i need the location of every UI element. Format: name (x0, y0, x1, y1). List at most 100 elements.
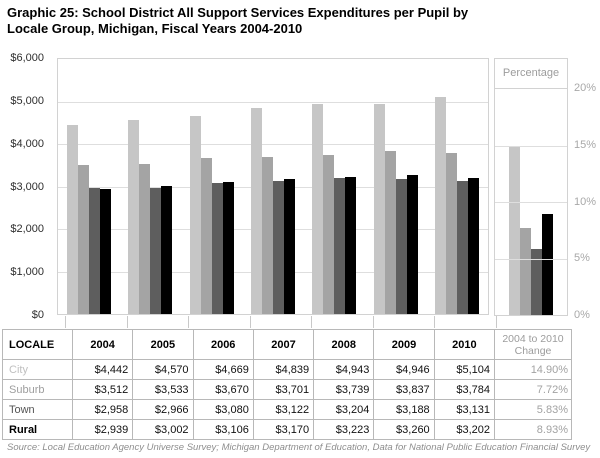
left-axis-tick-label: $0 (31, 309, 44, 321)
table-header-year-2005: 2005 (132, 329, 194, 360)
bar-city-2009 (373, 103, 385, 314)
bar-group-2010 (427, 59, 488, 314)
bar-city-2004 (66, 125, 78, 314)
table-header-year-2010: 2010 (433, 329, 496, 360)
right-axis-tick-label: 0% (574, 309, 590, 321)
change-bar-suburb (520, 227, 531, 315)
gridline (58, 144, 488, 145)
table-cell-value: $4,669 (192, 359, 254, 380)
left-axis-tick-label: $4,000 (10, 137, 44, 150)
table-cell-value: $3,002 (132, 419, 194, 440)
bar-town-2007 (272, 181, 284, 314)
bar-city-2008 (312, 103, 324, 314)
x-axis-tick (249, 316, 251, 328)
table-cell-value: $4,442 (71, 359, 134, 380)
percentage-bar-group (495, 89, 567, 315)
bar-suburb-2007 (261, 156, 273, 314)
right-axis-tick-label: 20% (574, 82, 597, 95)
x-axis-tick (311, 316, 313, 328)
x-axis-tick (434, 316, 436, 328)
table-cell-change: 14.90% (494, 359, 572, 380)
right-axis-tick-label: 10% (574, 195, 597, 208)
bar-rural-2007 (283, 179, 295, 314)
row-label-town: Town (2, 399, 73, 420)
table-cell-value: $3,260 (373, 419, 435, 440)
table-cell-value: $5,104 (433, 359, 496, 380)
left-axis-tick-label: $3,000 (10, 180, 44, 193)
table-cell-value: $3,533 (132, 379, 194, 400)
table-cell-value: $3,670 (192, 379, 254, 400)
table-header-year-2008: 2008 (313, 329, 375, 360)
table-cell-value: $3,188 (373, 399, 435, 420)
bar-suburb-2010 (446, 153, 458, 314)
table-cell-value: $3,122 (252, 399, 315, 420)
table-header-year-2007: 2007 (252, 329, 315, 360)
percentage-panel: Percentage (494, 58, 568, 316)
gridline (495, 258, 567, 260)
table-cell-value: $4,570 (132, 359, 194, 380)
bar-city-2010 (435, 97, 447, 314)
table-header-year-2006: 2006 (192, 329, 254, 360)
table-header-change: 2004 to 2010 Change (494, 329, 572, 360)
table-cell-value: $3,223 (313, 419, 375, 440)
table-row-suburb: Suburb $3,512 $3,533 $3,670 $3,701 $3,739 $3,8… (2, 379, 572, 400)
row-label-city: City (2, 359, 73, 380)
bar-group-2008 (304, 59, 365, 314)
table-row-rural: Rural $2,939 $3,002 $3,106 $3,170 $3,223 $3,26… (2, 419, 572, 440)
table-cell-change: 5.83% (494, 399, 572, 420)
gridline (495, 145, 567, 147)
chart-title: Graphic 25: School District All Support … (7, 5, 469, 36)
change-bar-city (509, 146, 520, 315)
bar-city-2007 (250, 108, 262, 314)
bar-group-2004 (58, 59, 119, 314)
table-cell-value: $3,170 (252, 419, 315, 440)
table-cell-value: $2,966 (132, 399, 194, 420)
bar-group-2009 (365, 59, 426, 314)
bar-suburb-2005 (139, 163, 151, 314)
bar-suburb-2009 (384, 150, 396, 314)
row-label-suburb: Suburb (2, 379, 73, 400)
table-cell-value: $3,701 (252, 379, 315, 400)
table-cell-value: $2,939 (71, 419, 134, 440)
table-header-year-2009: 2009 (373, 329, 435, 360)
bar-group-2006 (181, 59, 242, 314)
right-axis-tick-label: 5% (574, 252, 590, 265)
bar-town-2005 (150, 187, 162, 314)
table-cell-value: $4,943 (313, 359, 375, 380)
data-table: LOCALE 2004 2005 2006 2007 2008 2009 2010 2004 … (2, 329, 572, 440)
bar-city-2005 (128, 119, 140, 314)
x-axis-tick (372, 316, 374, 328)
left-axis-tick-label: $6,000 (10, 52, 44, 64)
table-header-year-2004: 2004 (71, 329, 134, 360)
gridline (495, 202, 567, 203)
right-axis-tick-label: 15% (574, 139, 597, 152)
bar-rural-2006 (222, 182, 234, 314)
bar-suburb-2006 (200, 158, 212, 314)
table-cell-value: $3,202 (433, 419, 496, 440)
table-header-locale: LOCALE (2, 329, 73, 360)
table-header-row: LOCALE 2004 2005 2006 2007 2008 2009 2010 2004 … (2, 329, 572, 360)
table-cell-value: $3,131 (433, 399, 496, 420)
table-cell-value: $3,080 (192, 399, 254, 420)
left-axis-tick-label: $2,000 (10, 223, 44, 236)
table-cell-value: $3,784 (433, 379, 496, 400)
bar-rural-2005 (161, 186, 173, 314)
change-bar-town (531, 249, 542, 315)
bar-group-2007 (242, 59, 303, 314)
bar-town-2006 (211, 183, 223, 314)
table-row-city: City $4,442 $4,570 $4,669 $4,839 $4,943 $4,946… (2, 359, 572, 380)
table-cell-change: 8.93% (494, 419, 572, 440)
bar-town-2010 (457, 180, 469, 314)
x-axis-tick (126, 316, 128, 328)
bar-suburb-2004 (77, 164, 89, 314)
table-cell-value: $4,946 (373, 359, 435, 380)
percentage-panel-plot (495, 89, 567, 315)
bar-town-2009 (395, 178, 407, 314)
gridline (58, 101, 488, 103)
bar-suburb-2008 (323, 155, 335, 314)
bar-town-2008 (334, 177, 346, 314)
bar-rural-2008 (345, 177, 357, 314)
bar-group-2005 (119, 59, 180, 314)
x-axis-tick (495, 316, 497, 328)
bar-city-2006 (189, 115, 201, 314)
